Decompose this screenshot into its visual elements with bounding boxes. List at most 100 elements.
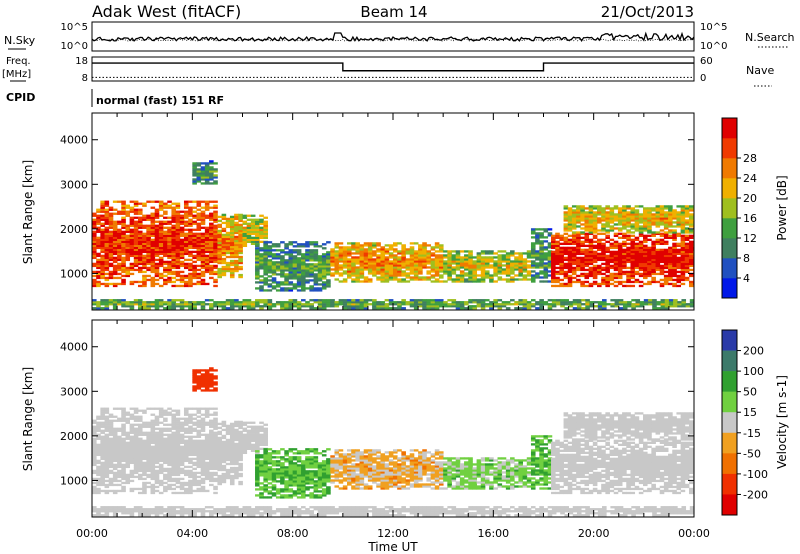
power-cell bbox=[209, 160, 214, 163]
power-cell bbox=[280, 265, 285, 268]
velocity-cell bbox=[188, 429, 193, 432]
velocity-cell bbox=[154, 427, 160, 430]
power-cell bbox=[363, 250, 369, 253]
power-cell bbox=[317, 273, 323, 276]
power-cell bbox=[234, 247, 239, 251]
power-cell bbox=[497, 272, 503, 275]
power-cell bbox=[443, 305, 448, 308]
power-cell bbox=[179, 276, 185, 280]
power-cell bbox=[129, 200, 135, 203]
velocity-cell bbox=[200, 425, 206, 428]
power-cell bbox=[647, 225, 652, 228]
velocity-cell bbox=[133, 465, 139, 469]
power-cell bbox=[108, 299, 114, 302]
power-cell bbox=[501, 278, 507, 281]
power-cell bbox=[129, 246, 135, 250]
power-cell bbox=[188, 252, 193, 256]
power-cell bbox=[571, 219, 577, 222]
velocity-cell bbox=[158, 457, 164, 461]
power-cell bbox=[668, 266, 673, 270]
power-cell bbox=[617, 266, 623, 270]
power-cell bbox=[384, 274, 390, 277]
power-cell bbox=[234, 239, 239, 243]
power-cell bbox=[137, 252, 143, 256]
velocity-cell bbox=[117, 441, 122, 444]
power-cell bbox=[430, 248, 436, 251]
velocity-cell bbox=[150, 487, 156, 491]
power-cell bbox=[505, 278, 511, 281]
power-cell bbox=[493, 270, 498, 273]
power-cell bbox=[447, 270, 452, 273]
velocity-cell bbox=[133, 459, 139, 463]
velocity-cell bbox=[188, 445, 193, 448]
power-cell bbox=[426, 305, 432, 308]
power-cell bbox=[539, 242, 544, 245]
power-cell bbox=[209, 268, 214, 272]
power-cell bbox=[188, 264, 193, 268]
power-cell bbox=[200, 272, 206, 276]
power-cell bbox=[555, 248, 560, 252]
power-cell bbox=[183, 240, 189, 243]
power-cell bbox=[418, 301, 423, 304]
power-cell bbox=[146, 214, 151, 217]
power-cell bbox=[158, 274, 164, 278]
power-cell bbox=[137, 250, 143, 254]
power-cell bbox=[684, 260, 690, 264]
power-cell bbox=[409, 262, 415, 265]
power-cell bbox=[588, 217, 594, 220]
power-cell bbox=[455, 256, 461, 259]
power-cell bbox=[606, 303, 611, 306]
velocity-cell bbox=[179, 429, 185, 432]
velocity-cell bbox=[96, 437, 101, 440]
power-cell bbox=[563, 219, 569, 222]
power-cell bbox=[592, 258, 598, 262]
power-cell bbox=[137, 224, 143, 227]
power-cell bbox=[112, 264, 118, 268]
power-cell bbox=[112, 256, 118, 260]
power-cell bbox=[468, 280, 473, 283]
power-cell bbox=[588, 240, 594, 243]
power-cell bbox=[426, 278, 432, 281]
power-cell bbox=[451, 301, 457, 304]
power-cell bbox=[351, 266, 356, 269]
power-cell bbox=[597, 266, 602, 270]
power-cell bbox=[592, 282, 598, 286]
power-cell bbox=[630, 270, 636, 274]
power-cell bbox=[367, 256, 373, 259]
power-cell bbox=[592, 260, 598, 264]
velocity-cell bbox=[121, 409, 126, 412]
power-cell bbox=[292, 305, 298, 308]
velocity-cell bbox=[150, 483, 156, 487]
power-cell bbox=[634, 209, 640, 212]
velocity-cell bbox=[117, 437, 122, 440]
power-cell bbox=[137, 230, 143, 233]
power-cell bbox=[380, 260, 386, 263]
power-cell bbox=[234, 259, 239, 263]
power-cell bbox=[680, 270, 686, 274]
power-cell bbox=[576, 238, 581, 241]
power-cell bbox=[271, 261, 277, 264]
velocity-cell bbox=[188, 481, 193, 485]
power-cell bbox=[484, 252, 490, 255]
power-cell bbox=[117, 268, 122, 272]
power-cell bbox=[225, 267, 231, 271]
velocity-cell bbox=[121, 471, 126, 475]
velocity-cell bbox=[117, 407, 122, 410]
freq-frame bbox=[91, 56, 695, 82]
power-cell bbox=[133, 260, 139, 264]
velocity-cell bbox=[146, 469, 151, 473]
power-cell bbox=[238, 251, 243, 255]
power-cell bbox=[480, 274, 486, 277]
power-cell bbox=[229, 273, 235, 277]
power-cell bbox=[539, 266, 544, 269]
power-cell bbox=[476, 266, 482, 269]
power-cell bbox=[526, 270, 532, 273]
power-cell bbox=[275, 289, 281, 292]
power-cell bbox=[175, 254, 181, 258]
power-cell bbox=[125, 256, 131, 260]
power-cell bbox=[146, 307, 151, 310]
power-cell bbox=[551, 250, 556, 254]
power-cell bbox=[642, 227, 648, 230]
velocity-cell bbox=[133, 443, 139, 446]
